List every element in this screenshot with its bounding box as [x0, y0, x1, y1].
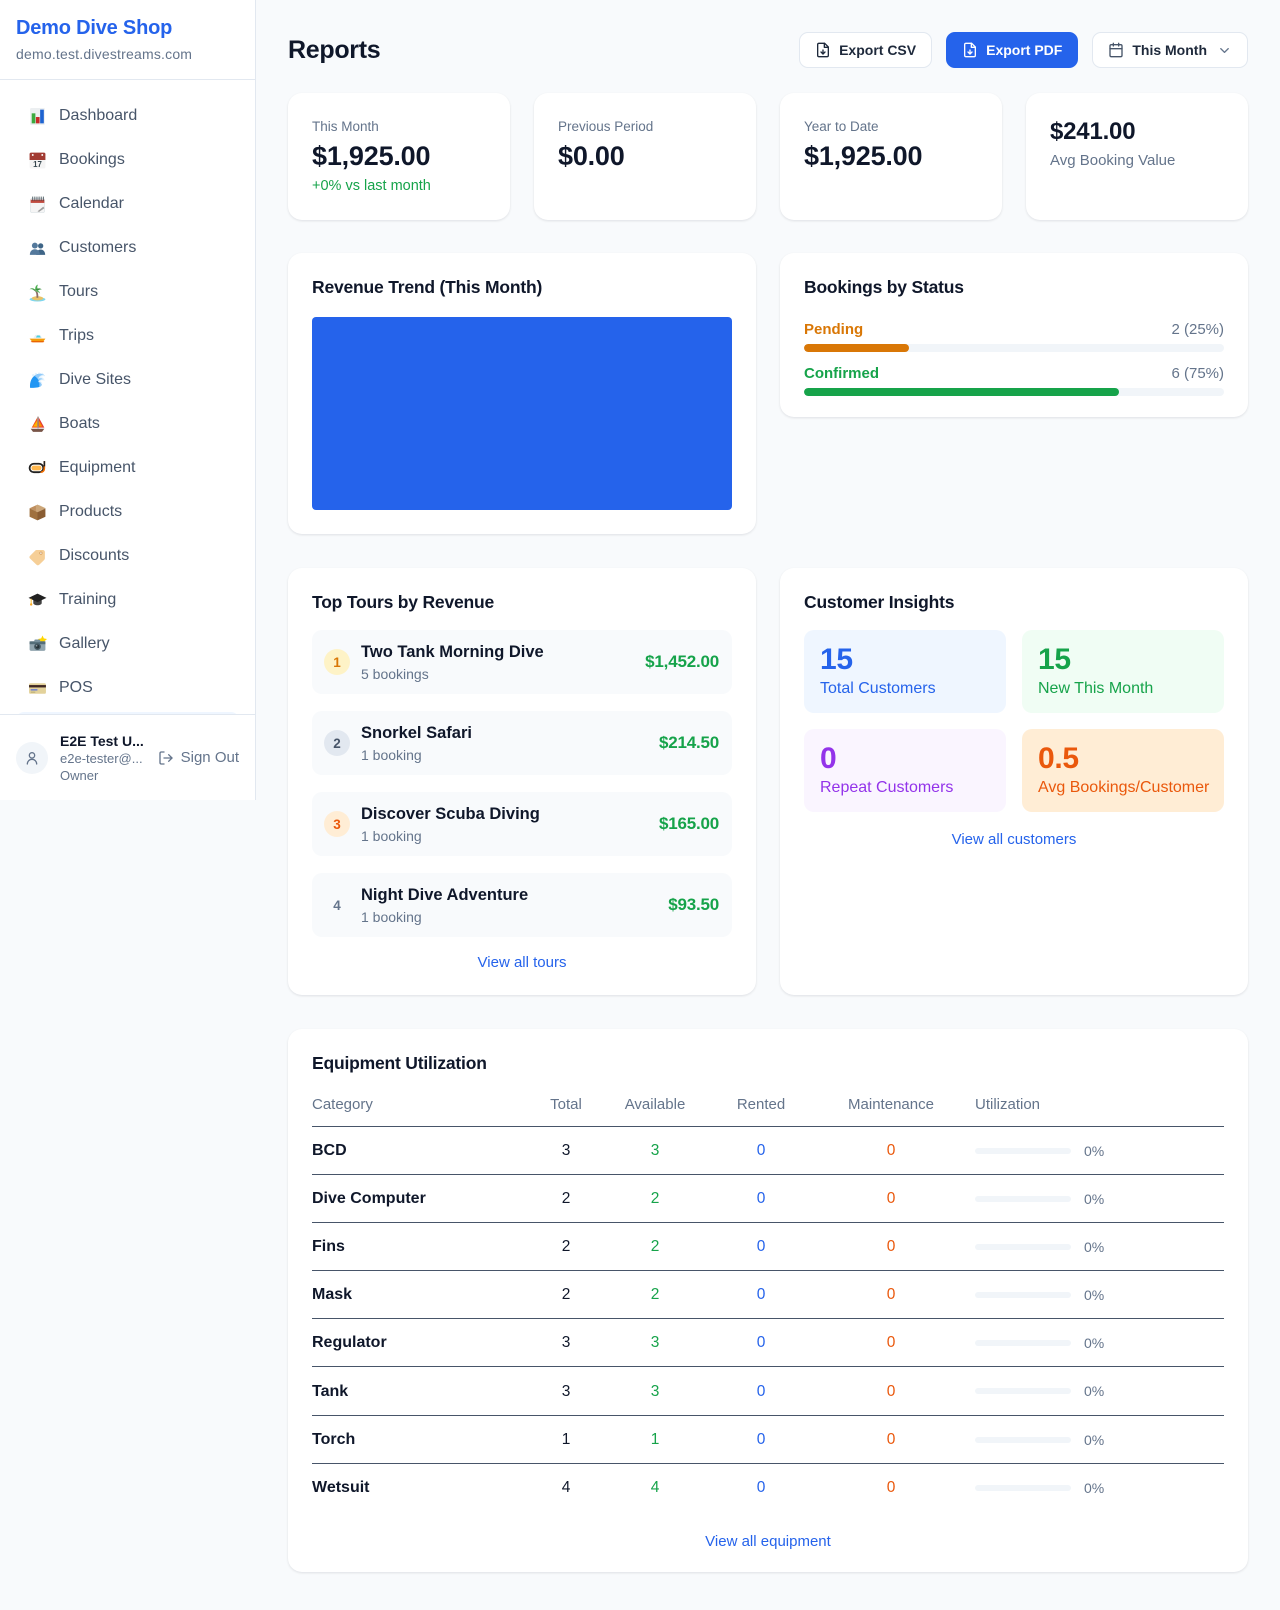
svg-text:17: 17 [33, 159, 42, 168]
